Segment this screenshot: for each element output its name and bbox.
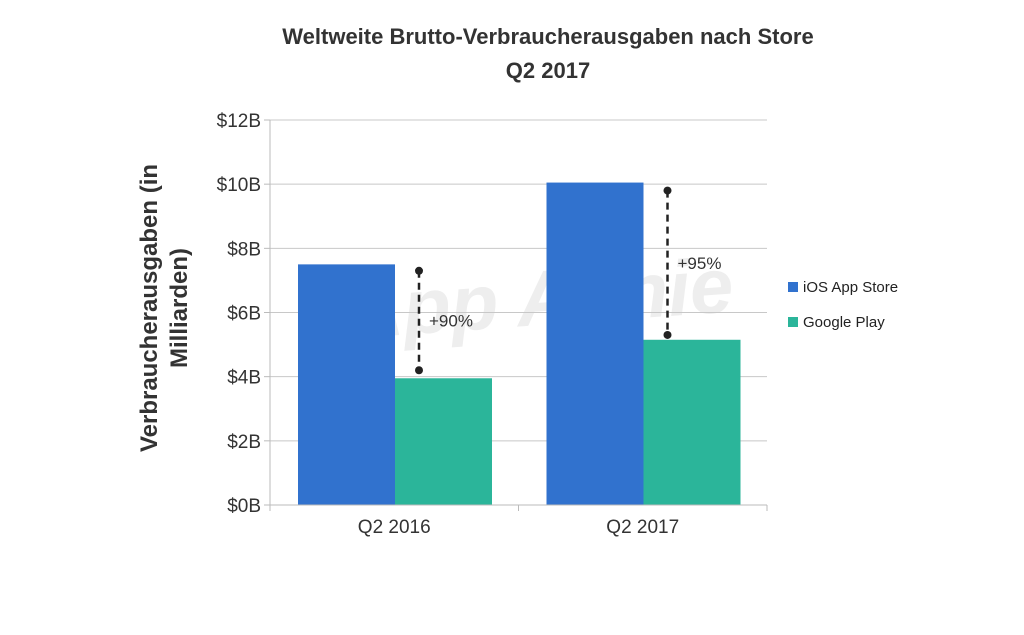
y-tick-label: $0B [227, 496, 261, 517]
x-category-label: Q2 2017 [606, 517, 679, 538]
axes: $0B $2B $4B $6B $8B $10B $12B Q2 2016 Q2 2017 [217, 111, 768, 538]
bar-ios-app-store [298, 264, 395, 505]
legend: iOS App Store Google Play [788, 279, 898, 331]
growth-annotations: +90% +95% [415, 186, 722, 375]
y-tick-label: $4B [227, 368, 261, 389]
legend-label-google-play: Google Play [803, 314, 885, 331]
y-tick-label: $12B [217, 111, 261, 132]
bar-google-play [643, 339, 741, 505]
y-axis-title-line-1: Verbraucherausgaben (in [136, 164, 163, 452]
y-tick-label: $10B [217, 175, 261, 196]
x-category-label: Q2 2016 [358, 517, 431, 538]
legend-swatch-ios-app-store [788, 282, 798, 292]
chart-title: Weltweite Brutto-Verbraucherausgaben nac… [282, 24, 813, 49]
bar-google-play [395, 378, 492, 505]
annotation-dot [663, 330, 672, 339]
chart-subtitle: Q2 2017 [506, 58, 590, 83]
annotation-dot [415, 366, 423, 375]
annotation-dot [415, 266, 423, 275]
y-tick-label: $6B [227, 304, 261, 325]
legend-label-ios-app-store: iOS App Store [803, 279, 898, 296]
annotation-dot [663, 186, 672, 195]
annotation-label: +90% [429, 312, 473, 331]
y-tick-label: $2B [227, 432, 261, 453]
y-axis-title-line-2: Milliarden) [166, 248, 193, 368]
y-tick-label: $8B [227, 239, 261, 260]
bars [298, 182, 741, 505]
legend-swatch-google-play [788, 317, 798, 327]
bar-ios-app-store [546, 182, 644, 505]
annotation-label: +95% [678, 254, 722, 273]
